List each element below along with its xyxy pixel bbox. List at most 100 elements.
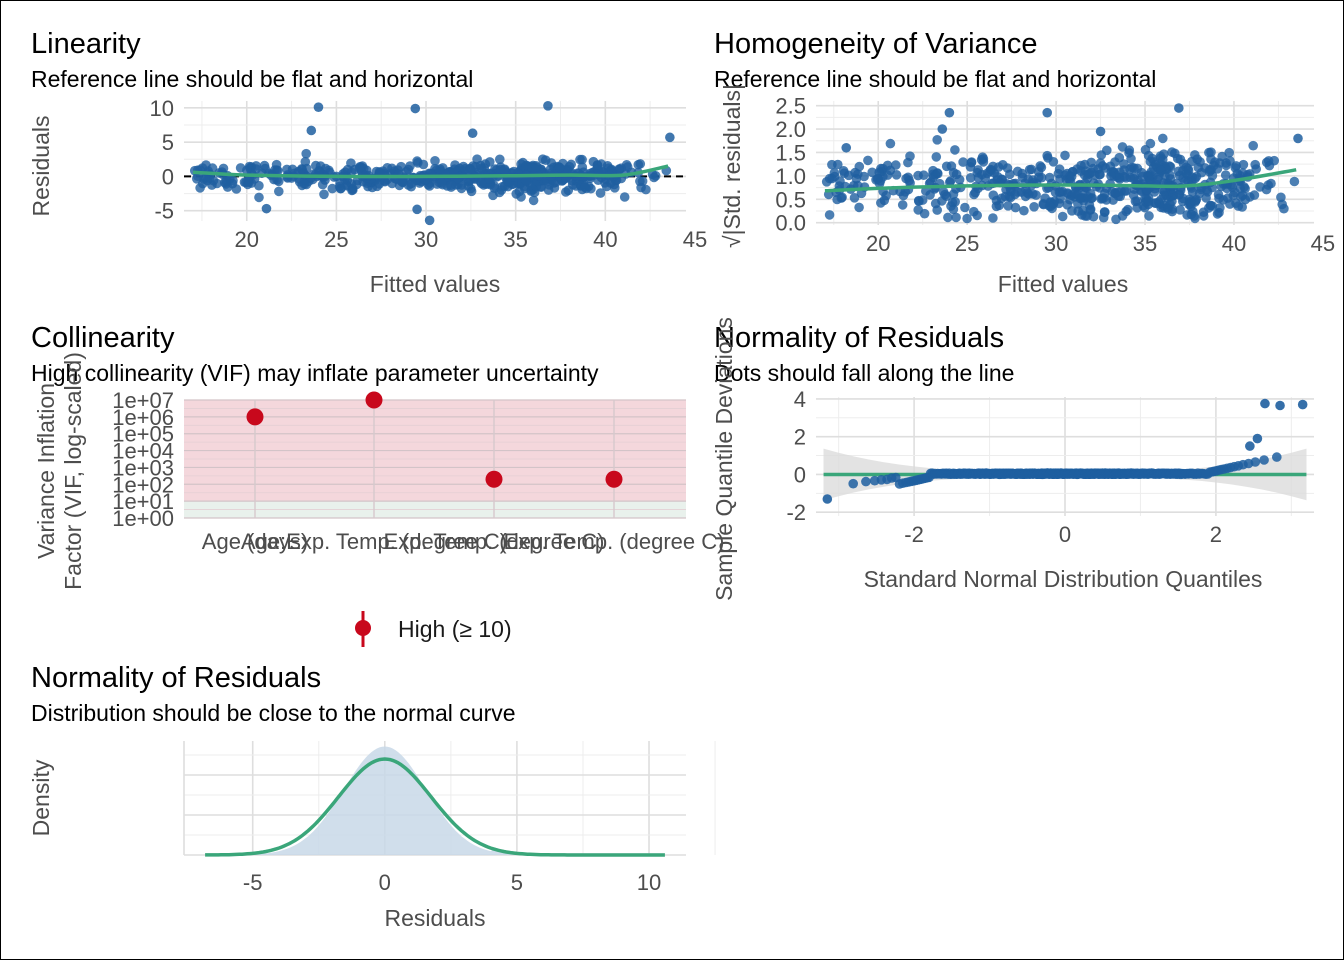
data-point <box>242 165 252 176</box>
density-area <box>205 746 665 855</box>
data-point <box>1106 171 1116 181</box>
data-point <box>1155 151 1166 161</box>
data-point <box>1272 452 1282 462</box>
data-point <box>412 156 422 166</box>
data-point <box>1250 457 1261 467</box>
x-tick-label: 10 <box>637 870 661 895</box>
data-point <box>966 157 977 167</box>
data-point <box>932 135 942 145</box>
data-point <box>1096 194 1106 204</box>
y-tick-label: 2 <box>794 425 806 450</box>
collinearity-subtitle: High collinearity (VIF) may inflate para… <box>31 360 599 386</box>
data-point <box>649 172 659 183</box>
x-tick-label: 40 <box>1222 231 1246 256</box>
data-point <box>1263 180 1273 190</box>
data-point <box>950 145 960 155</box>
data-point <box>1006 186 1016 197</box>
linearity-smooth <box>192 164 669 179</box>
data-point <box>254 192 264 203</box>
data-point <box>543 185 554 195</box>
smooth-line <box>192 164 669 179</box>
y-tick-label: 1.0 <box>775 164 806 189</box>
qq-y-label: Sample Quantile Deviations <box>711 317 737 601</box>
data-point <box>1024 164 1035 175</box>
data-point <box>346 158 356 168</box>
collinearity-ticks: 1e+001e+011e+021e+031e+041e+051e+061e+07… <box>112 388 724 554</box>
x-tick-label: 0 <box>379 870 391 895</box>
data-point <box>580 182 590 192</box>
data-point <box>861 476 871 487</box>
data-point <box>1010 202 1021 213</box>
data-point <box>1102 145 1112 156</box>
collinearity-panel: 1e+001e+011e+021e+031e+041e+051e+061e+07… <box>31 322 724 647</box>
data-point <box>619 192 630 202</box>
data-point <box>1143 196 1154 207</box>
linearity-subtitle: Reference line should be flat and horizo… <box>31 66 473 92</box>
x-tick-label: 2 <box>1210 522 1222 547</box>
x-tick-label: -2 <box>904 522 924 547</box>
data-point <box>195 183 205 193</box>
data-point <box>485 157 495 167</box>
data-point <box>254 180 264 191</box>
data-point <box>913 205 923 215</box>
data-point <box>406 181 417 192</box>
data-point <box>1055 174 1065 184</box>
data-point <box>945 177 955 187</box>
data-point <box>635 176 645 187</box>
data-point <box>595 188 606 198</box>
data-point <box>1249 190 1260 200</box>
x-tick-label: Exp. Temp. (degree C) <box>384 529 605 554</box>
data-point <box>969 206 979 217</box>
data-point <box>1057 211 1068 222</box>
data-point <box>1196 167 1207 178</box>
data-point <box>1047 203 1057 214</box>
data-point <box>1113 191 1124 201</box>
data-point <box>1228 190 1239 201</box>
data-point <box>635 159 646 169</box>
normal-curve <box>205 757 665 857</box>
data-point <box>976 155 987 165</box>
data-point <box>543 101 553 111</box>
qq-title: Normality of Residuals <box>714 322 1004 354</box>
data-point <box>903 157 913 168</box>
y-tick-label: 5 <box>162 130 174 155</box>
data-point <box>554 162 565 173</box>
data-point <box>320 163 331 174</box>
data-point <box>1248 140 1258 151</box>
data-point <box>465 164 476 174</box>
data-point <box>430 156 440 166</box>
data-point <box>1196 184 1206 195</box>
data-point <box>951 169 962 180</box>
collinearity-points <box>246 391 623 488</box>
x-tick-label: 30 <box>1044 231 1068 256</box>
data-point <box>1148 162 1159 173</box>
data-point <box>1172 153 1183 164</box>
linearity-panel: Linearity Reference line should be flat … <box>28 28 707 297</box>
y-tick-label: 4 <box>794 387 806 412</box>
vif-point <box>246 408 264 426</box>
data-point <box>932 205 942 215</box>
data-point <box>1066 171 1077 182</box>
data-point <box>882 170 893 180</box>
density-y-label: Density <box>28 759 54 836</box>
vif-point <box>365 391 383 409</box>
data-point <box>1137 171 1148 182</box>
data-point <box>1159 190 1169 200</box>
y-tick-label: -5 <box>154 199 174 224</box>
x-tick-label: Age (days) <box>202 529 308 554</box>
linearity-title: Linearity <box>31 28 141 60</box>
data-point <box>374 179 385 189</box>
y-tick-label: 1e+01 <box>112 489 174 514</box>
data-point <box>965 173 976 183</box>
data-point <box>1035 161 1045 171</box>
data-point <box>1276 192 1286 203</box>
data-point <box>867 167 877 178</box>
data-point <box>606 178 616 188</box>
data-point <box>228 175 238 186</box>
data-point <box>405 161 415 171</box>
data-point <box>1158 133 1168 144</box>
data-point <box>446 180 456 190</box>
data-point <box>1224 147 1234 158</box>
data-point <box>241 177 251 188</box>
